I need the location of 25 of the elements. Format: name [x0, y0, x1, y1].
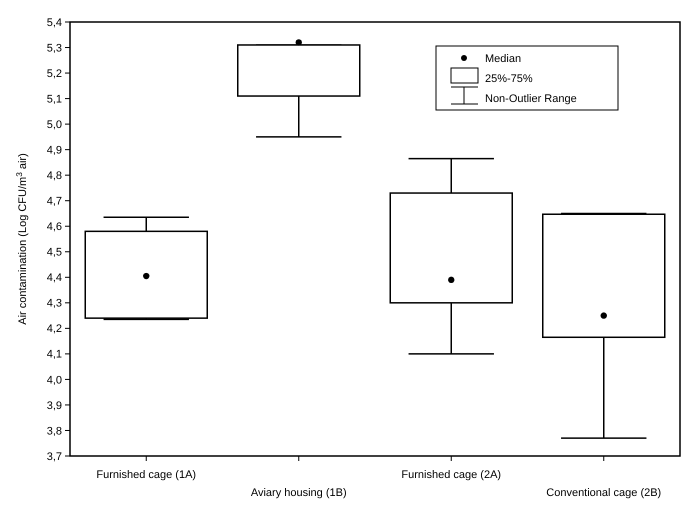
y-tick-label: 3,8 — [46, 425, 62, 438]
y-tick-label: 3,9 — [46, 400, 62, 412]
y-tick-label: 5,2 — [46, 68, 62, 80]
annotation: 25%-75% — [485, 72, 533, 85]
x-tick-label: Furnished cage (1A) — [96, 469, 196, 481]
y-tick-label: 5,0 — [46, 118, 62, 131]
y-tick-label: 4,1 — [46, 348, 62, 361]
y-tick-label: 4,5 — [46, 246, 62, 259]
y-tick-label: 5,4 — [46, 16, 62, 29]
annotation: Median — [485, 52, 522, 65]
y-tick-label: 4,8 — [46, 170, 62, 182]
x-tick-label: Aviary housing (1B) — [250, 487, 347, 499]
y-tick-label: 4,6 — [46, 221, 62, 234]
y-tick-label: 4,9 — [46, 144, 62, 156]
x-tick-label: Conventional cage (2B) — [546, 487, 662, 499]
y-tick-label: 3,7 — [46, 450, 62, 463]
y-tick-label: 4,7 — [46, 196, 62, 208]
x-tick-label: Furnished cage (2A) — [401, 469, 502, 481]
y-tick-label: 5,3 — [46, 42, 62, 54]
y-tick-label: 4,4 — [46, 272, 62, 284]
y-tick-label: 5,1 — [46, 93, 62, 106]
y-tick-label: 4,0 — [46, 374, 62, 386]
y-tick-label: 4,3 — [46, 298, 62, 310]
annotation: Non-Outlier Range — [485, 92, 577, 105]
y-tick-label: 4,2 — [46, 323, 62, 336]
